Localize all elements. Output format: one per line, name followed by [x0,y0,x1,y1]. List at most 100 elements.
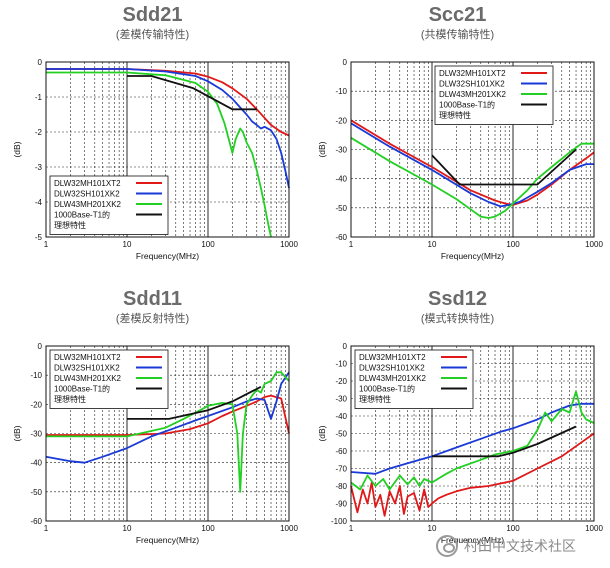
x-tick-label: 100 [201,240,215,249]
chart-ssd12: 1 10 100 1000 0 -10 -20 -30 -40 -50 -60 -70 -80 -90 -1… [317,342,603,545]
legend-label: DLW32SH101XK2 [54,190,120,199]
legend-label: 理想特性 [359,394,391,404]
legend: DLW32MH101XT2 DLW32SH101XK2DLW43MH201XK21… [354,349,474,409]
plot-frame [45,61,290,238]
y-axis-label: (dB) [317,425,327,441]
y-tick-label: 0 [38,58,43,67]
series-line [350,137,594,219]
y-tick-label: -5 [35,233,43,242]
legend-label: 理想特性 [439,110,471,120]
x-tick-label: 10 [428,524,437,533]
y-tick-label: 0 [343,342,348,351]
y-tick-label: -70 [335,465,347,474]
y-tick-label: -50 [30,488,42,497]
x-axis-label: Frequency(MHz) [441,251,504,261]
y-tick-label: -20 [335,116,347,125]
legend-label: DLW32SH101XK2 [359,364,425,373]
x-axis-label: Frequency(MHz) [136,535,199,545]
legend-label: DLW43MH201XK2 [54,200,122,209]
y-axis-label: (dB) [12,425,22,441]
y-tick-label: -100 [331,517,348,526]
y-tick-label: -10 [335,360,347,369]
y-tick-label: -40 [335,412,347,421]
legend-label: DLW43MH201XK2 [359,374,427,383]
y-tick-label: -60 [335,233,347,242]
legend-label: 1000Base-T1的 [54,384,110,394]
x-tick-label: 1000 [280,524,298,533]
legend-label: DLW32SH101XK2 [439,80,505,89]
y-tick-label: -2 [35,128,43,137]
legend-label: DLW32MH101XT2 [359,353,426,362]
chart-sdd21: 1 10 100 1000 0 -1 -2 -3 -4 -5 Frequency(MHz) (dB) D… [12,58,298,261]
legend-label: DLW43MH201XK2 [54,374,122,383]
y-tick-label: -30 [30,430,42,439]
y-tick-label: -40 [335,175,347,184]
chart-subtitle: (差模反射特性) [115,313,190,325]
y-axis-label: (dB) [12,141,22,157]
x-tick-label: 10 [428,240,437,249]
chart-subtitle: (共模传输特性) [420,29,495,41]
panel-sdd21: Sdd21 (差模传输特性) 1 10 100 1000 0 -1 -2 -3 -4 -5 Freq… [0,0,305,284]
series-line [46,68,290,189]
legend-label: 1000Base-T1的 [439,100,495,110]
legend-box [434,65,554,125]
legend-box [49,349,169,409]
y-tick-label: -50 [335,430,347,439]
chart-title: Ssd12 [428,288,487,310]
y-tick-label: -3 [35,163,43,172]
x-tick-label: 1000 [585,524,603,533]
chart-title: Scc21 [428,4,487,26]
watermark-text: 村田中文技术社区 [464,538,576,554]
chart-title: Sdd21 [122,4,183,26]
x-tick-label: 1 [349,524,354,533]
x-tick-label: 1000 [585,240,603,249]
x-tick-label: 1000 [280,240,298,249]
x-tick-label: 1 [44,240,49,249]
series-line [127,385,262,420]
x-tick-label: 100 [506,524,520,533]
y-tick-label: -4 [35,198,43,207]
x-axis-label: Frequency(MHz) [136,251,199,261]
series-line [46,68,290,137]
series-line [46,71,272,238]
legend-label: 理想特性 [54,394,86,404]
series-line [45,371,290,464]
legend-label: DLW32MH101XT2 [54,353,121,362]
y-tick-label: -20 [30,400,42,409]
y-tick-label: -10 [335,87,347,96]
series-line [46,371,290,493]
watermark: 村田中文技术社区 [436,532,596,560]
chart-sdd11: 1 10 100 1000 0 -10 -20 -30 -40 -50 -60 Frequency(M… [12,342,298,545]
chart-scc21: 1 10 100 1000 0 -10 -20 -30 -40 -50 -60 Frequency(M… [317,58,603,261]
legend-box [354,349,474,409]
chart-title: Sdd11 [123,288,182,310]
y-tick-label: -40 [30,459,42,468]
y-tick-label: -60 [30,517,42,526]
y-tick-label: 0 [343,58,348,67]
x-axis-label: Frequency(MHz) [441,535,504,545]
panel-ssd12: Ssd12 (模式转换特性) 1 10 100 1000 0 -10 -20 -30 -40 -5… [305,284,610,568]
y-tick-label: -50 [335,204,347,213]
series-line [350,432,595,517]
legend-label: 1000Base-T1的 [359,384,415,394]
chart-subtitle: (模式转换特性) [420,313,495,325]
series-line [127,75,257,111]
series-line [350,390,595,491]
x-tick-label: 1 [349,240,354,249]
legend-label: DLW32SH101XK2 [54,364,120,373]
y-tick-label: -30 [335,395,347,404]
panel-sdd11: Sdd11 (差模反射特性) 1 10 100 1000 0 -10 -20 -30 -40 -5… [0,284,305,568]
x-tick-label: 100 [201,524,215,533]
chart-subtitle: (差模传输特性) [115,29,190,41]
legend: DLW32MH101XT2 DLW32SH101XK2DLW43MH201XK21… [49,349,169,409]
y-tick-label: -60 [335,447,347,456]
legend-label: DLW32MH101XT2 [54,179,121,188]
y-axis-label: (dB) [317,141,327,157]
y-tick-label: -90 [335,500,347,509]
x-tick-label: 1 [44,524,49,533]
y-tick-label: -20 [335,377,347,386]
series-line [350,402,594,475]
plot-frame [350,61,595,238]
y-tick-label: -80 [335,482,347,491]
series-line [432,425,577,458]
